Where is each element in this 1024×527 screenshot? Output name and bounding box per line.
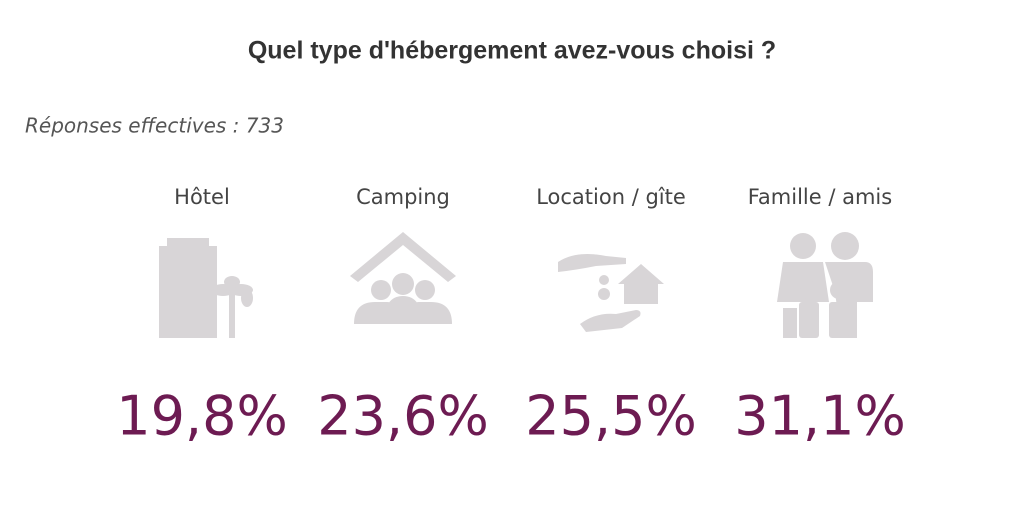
value-label: 25,5%	[525, 385, 697, 448]
category-label: Hôtel	[174, 185, 230, 209]
subtitle: Réponses effectives : 733	[25, 114, 284, 138]
icon-base	[777, 232, 873, 338]
icon-base	[558, 254, 664, 332]
icon-base	[159, 238, 253, 338]
category-label: Famille / amis	[748, 185, 892, 209]
value-label: 23,6%	[317, 385, 489, 448]
value-label: 19,8%	[116, 385, 288, 448]
category-label: Location / gîte	[536, 185, 686, 209]
icon-base	[350, 232, 456, 324]
value-label: 31,1%	[734, 385, 906, 448]
chart-title: Quel type d'hébergement avez-vous choisi…	[248, 37, 776, 65]
category-label: Camping	[356, 185, 450, 209]
